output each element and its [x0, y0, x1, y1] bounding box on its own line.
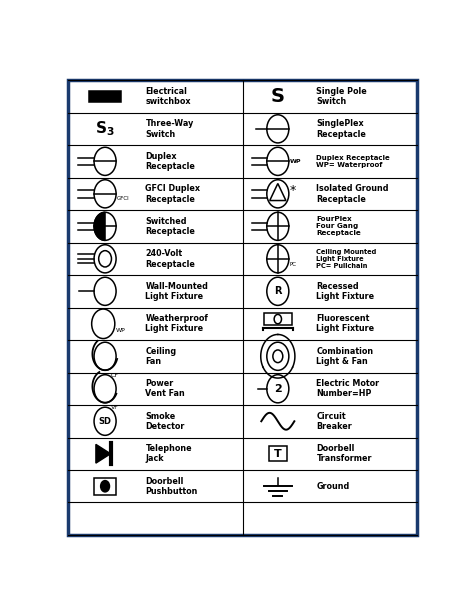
Text: *: * — [290, 183, 296, 197]
Bar — [264, 314, 292, 325]
Text: Recessed
Light Fixture: Recessed Light Fixture — [316, 281, 374, 301]
Text: Doorbell
Transformer: Doorbell Transformer — [316, 444, 372, 463]
Text: WP: WP — [116, 328, 125, 333]
Text: Doorbell
Pushbutton: Doorbell Pushbutton — [146, 476, 198, 496]
Text: 2: 2 — [274, 384, 282, 394]
Text: Fluorescent
Light Fixture: Fluorescent Light Fixture — [316, 314, 374, 334]
Text: Circuit
Breaker: Circuit Breaker — [316, 412, 352, 431]
Text: WP: WP — [290, 159, 301, 164]
Text: Smoke
Detector: Smoke Detector — [146, 412, 185, 431]
Text: FourPlex
Four Gang
Receptacle: FourPlex Four Gang Receptacle — [316, 216, 361, 236]
Text: SinglePlex
Receptacle: SinglePlex Receptacle — [316, 119, 366, 139]
Text: Telephone
Jack: Telephone Jack — [146, 444, 192, 463]
Text: GFCI: GFCI — [117, 196, 130, 201]
Text: Electrical
switchbox: Electrical switchbox — [146, 86, 191, 106]
Text: Isolated Ground
Receptacle: Isolated Ground Receptacle — [316, 184, 389, 203]
Text: Duplex Receptacle
WP= Waterproof: Duplex Receptacle WP= Waterproof — [316, 155, 390, 168]
Bar — [90, 91, 121, 102]
Text: Weatherproof
Light Fixture: Weatherproof Light Fixture — [146, 314, 208, 334]
Bar — [269, 446, 287, 462]
Text: Three-Way
Switch: Three-Way Switch — [146, 119, 194, 139]
Text: VF: VF — [110, 405, 118, 410]
Text: Power
Vent Fan: Power Vent Fan — [146, 379, 185, 398]
Text: Combination
Light & Fan: Combination Light & Fan — [316, 347, 374, 366]
Polygon shape — [96, 445, 110, 463]
Text: Duplex
Receptacle: Duplex Receptacle — [146, 152, 195, 171]
Text: Switched
Receptacle: Switched Receptacle — [146, 217, 195, 236]
Text: SD: SD — [99, 417, 111, 426]
Polygon shape — [94, 213, 105, 241]
Text: S: S — [271, 87, 285, 106]
Text: Ground: Ground — [316, 482, 350, 491]
Text: Ceiling
Fan: Ceiling Fan — [146, 347, 176, 366]
Text: GFCI Duplex
Receptacle: GFCI Duplex Receptacle — [146, 184, 201, 203]
Text: Single Pole
Switch: Single Pole Switch — [316, 86, 367, 106]
Text: Electric Motor
Number=HP: Electric Motor Number=HP — [316, 379, 380, 398]
Text: Wall-Mounted
Light Fixture: Wall-Mounted Light Fixture — [146, 281, 208, 301]
Text: CF: CF — [110, 373, 118, 378]
Circle shape — [100, 481, 109, 492]
Text: PC: PC — [290, 262, 297, 267]
Text: $\mathbf{S_3}$: $\mathbf{S_3}$ — [95, 119, 115, 138]
Text: R: R — [274, 286, 282, 297]
Bar — [94, 478, 116, 495]
Text: 240-Volt
Receptacle: 240-Volt Receptacle — [146, 249, 195, 269]
Text: Ceiling Mounted
Light Fixture
PC= Pullchain: Ceiling Mounted Light Fixture PC= Pullch… — [316, 249, 377, 269]
Text: T: T — [274, 449, 282, 459]
